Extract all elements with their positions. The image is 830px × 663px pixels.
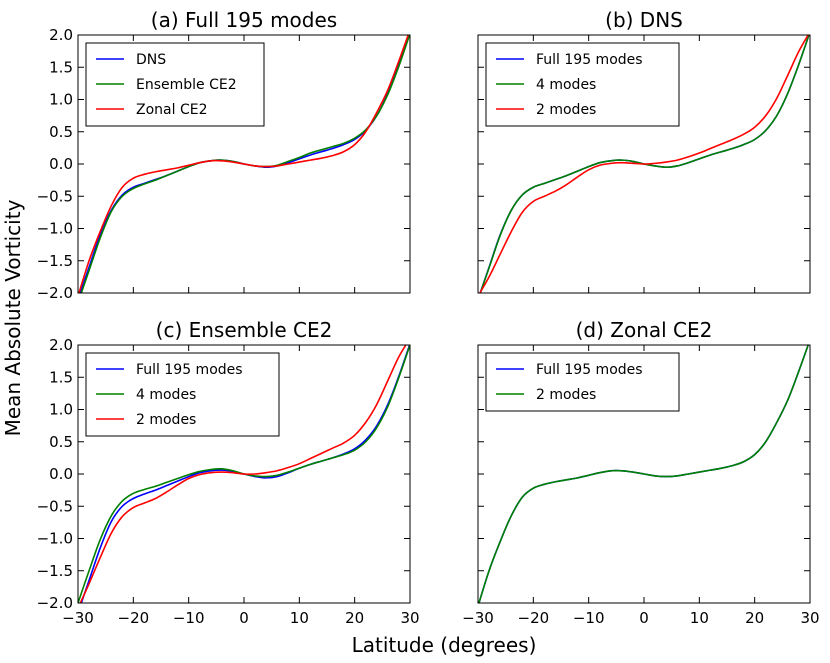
series-line-2-modes	[478, 35, 810, 293]
figure-ylabel: Mean Absolute Vorticity	[1, 199, 25, 436]
x-tick-label: 30	[800, 609, 819, 627]
legend-label: 4 modes	[136, 387, 196, 403]
series-group	[478, 345, 810, 603]
legend-label: 2 modes	[136, 412, 196, 428]
y-tick-label: 0.0	[49, 465, 73, 483]
series-line-2-modes	[79, 345, 407, 603]
series-line-2-modes	[478, 345, 810, 603]
x-tick-label: 30	[400, 609, 419, 627]
y-tick-label: −1.0	[37, 220, 73, 238]
y-tick-label: 1.0	[49, 401, 73, 419]
y-tick-label: 0.0	[49, 155, 73, 173]
y-tick-label: −2.0	[37, 594, 73, 612]
plot-frame	[477, 34, 811, 294]
plot-frame	[77, 344, 411, 604]
y-tick-label: 1.5	[49, 368, 73, 386]
x-tick-label: −10	[573, 609, 605, 627]
legend-label: Full 195 modes	[536, 362, 643, 378]
panel-0: (a) Full 195 modes −2.0 −1.5 −1.0 −0.5 0.0 0.5…	[37, 8, 411, 302]
series-group	[78, 345, 410, 603]
panel-title: (c) Ensemble CE2	[156, 318, 333, 342]
legend-label: Full 195 modes	[536, 52, 643, 68]
figure-xlabel: Latitude (degrees)	[352, 633, 537, 657]
panel-1: (b) DNS Full 195 modes 4 modes 2 modes	[477, 8, 811, 294]
series-group	[478, 35, 810, 293]
x-tick-label: −10	[173, 609, 205, 627]
legend: Full 195 modes 2 modes	[485, 352, 680, 412]
panel-2: (c) Ensemble CE2 −2.0 −1.5 −1.0 −0.5 0.0 0.5 1.…	[37, 318, 420, 627]
panel-title: (a) Full 195 modes	[151, 8, 337, 32]
x-tick-label: 0	[239, 609, 249, 627]
series-group	[78, 35, 410, 293]
legend-label: Ensemble CE2	[136, 77, 237, 93]
panel-3: (d) Zonal CE2 −30 −20 −10 0 10 20 30 Full 195 mo…	[462, 318, 819, 627]
y-tick-label: −1.5	[37, 252, 73, 270]
x-tick-label: 10	[290, 609, 309, 627]
legend: DNS Ensemble CE2 Zonal CE2	[85, 42, 265, 127]
legend-label: Full 195 modes	[136, 362, 243, 378]
plot-frame	[77, 34, 411, 294]
x-tick-label: −30	[462, 609, 494, 627]
legend-box	[485, 352, 680, 412]
y-tick-label: −2.0	[37, 284, 73, 302]
x-tick-label: −30	[62, 609, 94, 627]
y-tick-label: −1.5	[37, 562, 73, 580]
x-tick-label: 0	[639, 609, 649, 627]
x-tick-label: −20	[118, 609, 150, 627]
y-tick-label: 2.0	[49, 26, 73, 44]
legend-label: 4 modes	[536, 77, 596, 93]
series-line-zonal-ce2	[78, 35, 410, 293]
plot-frame	[477, 344, 811, 604]
y-tick-label: 1.0	[49, 91, 73, 109]
panel-title: (d) Zonal CE2	[576, 318, 713, 342]
x-tick-label: 10	[690, 609, 709, 627]
y-tick-label: −1.0	[37, 530, 73, 548]
y-tick-label: 2.0	[49, 336, 73, 354]
x-tick-label: 20	[745, 609, 764, 627]
legend-label: 2 modes	[536, 387, 596, 403]
x-tick-label: 20	[345, 609, 364, 627]
x-tick-label: −20	[518, 609, 550, 627]
legend: Full 195 modes 4 modes 2 modes	[85, 352, 280, 437]
legend-label: 2 modes	[536, 102, 596, 118]
legend-label: Zonal CE2	[136, 102, 207, 118]
legend-label: DNS	[136, 52, 166, 68]
legend: Full 195 modes 4 modes 2 modes	[485, 42, 680, 127]
y-tick-label: −0.5	[37, 187, 73, 205]
y-tick-label: 1.5	[49, 58, 73, 76]
y-tick-label: 0.5	[49, 123, 73, 141]
panel-title: (b) DNS	[605, 8, 683, 32]
y-tick-label: 0.5	[49, 433, 73, 451]
y-tick-label: −0.5	[37, 497, 73, 515]
